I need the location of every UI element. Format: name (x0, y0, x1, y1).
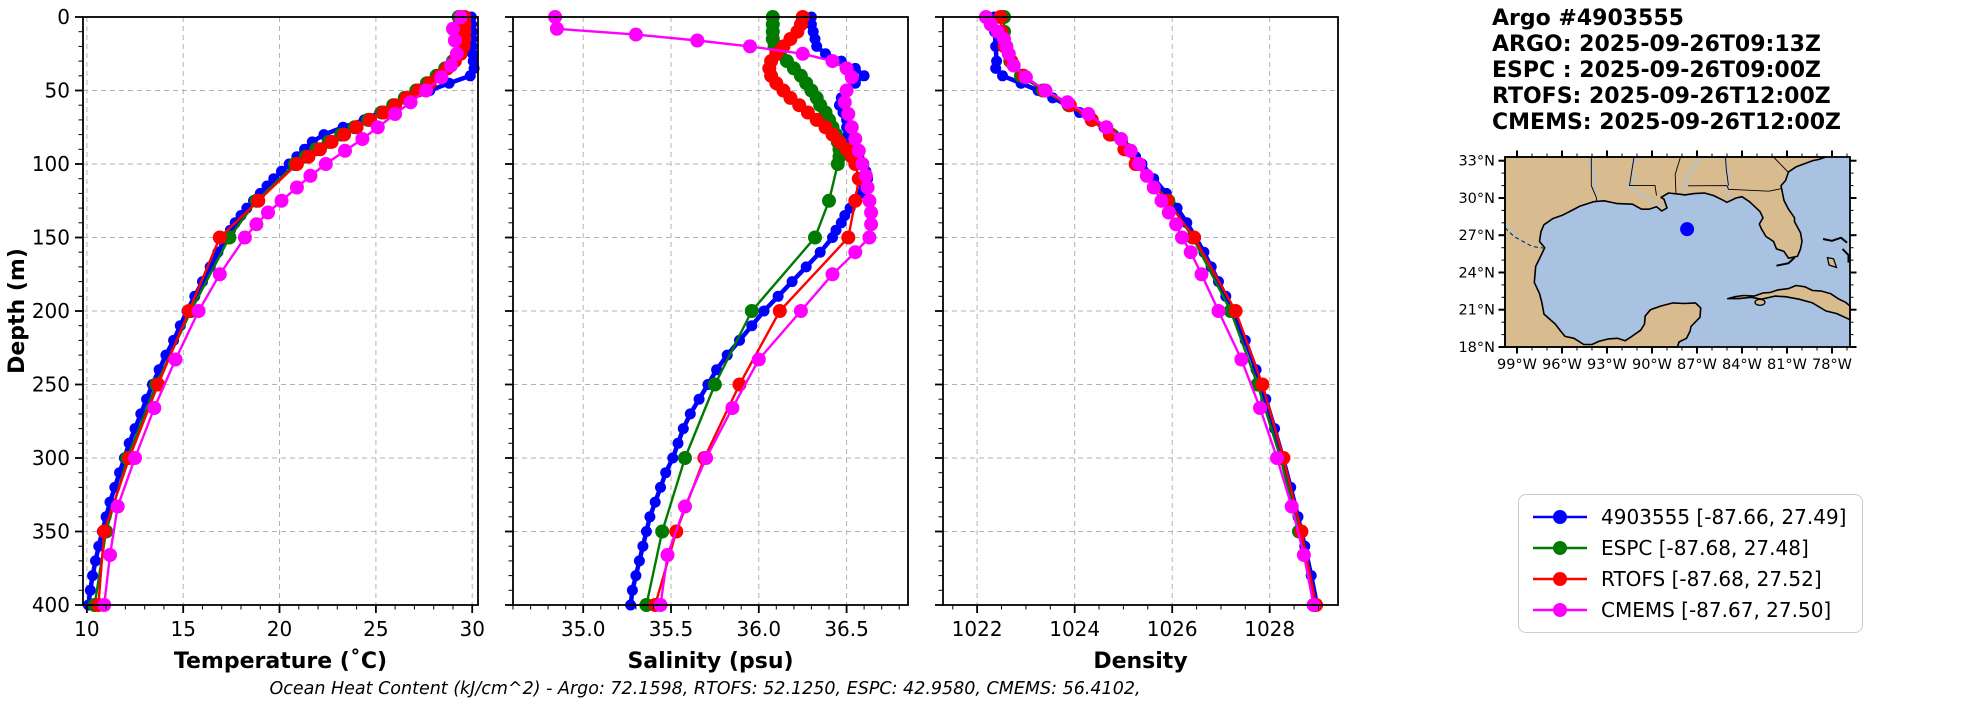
rtofs-timestamp: RTOFS: 2025-09-26T12:00Z (1492, 84, 1831, 109)
river-line (1682, 156, 1701, 191)
map-x-tick-label: 90°W (1632, 357, 1672, 373)
isle-of-youth (1754, 298, 1766, 306)
x-tick-label: 25 (363, 617, 388, 641)
x-tick-label: 1028 (1244, 617, 1295, 641)
y-tick-label: 0 (57, 5, 70, 29)
y-tick-label: 350 (32, 520, 70, 544)
argo-timestamp: ARGO: 2025-09-26T09:13Z (1492, 32, 1821, 57)
map-frame (1504, 156, 1851, 348)
y-tick-label: 250 (32, 373, 70, 397)
legend-label: 4903555 [-87.66, 27.49] (1601, 505, 1847, 529)
map-y-tick-label: 33°N (1458, 154, 1495, 170)
page-title: Argo #4903555 (1492, 6, 1684, 31)
location-map-svg: 99°W 96°W 93°W 90°W 87°W 84°W 81°W 78°W 18°N 21°N… (1458, 150, 1857, 373)
gulf-of-mexico-map: 99°W 96°W 93°W 90°W 87°W 84°W 81°W 78°W 18°N 21°N… (1458, 150, 1857, 373)
x-tick-label: 1022 (952, 617, 1003, 641)
map-x-tick-label: 99°W (1497, 357, 1537, 373)
x-axis-title: Temperature (˚C) (174, 649, 387, 674)
map-x-tick-label: 87°W (1677, 357, 1717, 373)
x-tick-label: 1024 (1049, 617, 1100, 641)
state-border-line (1590, 157, 1597, 201)
legend-line-marker-icon (1533, 510, 1587, 524)
y-tick-label: 300 (32, 446, 70, 470)
cmems-timestamp: CMEMS: 2025-09-26T12:00Z (1492, 110, 1841, 135)
y-axis-title: Depth (m) (5, 248, 30, 374)
ohc-footer: Ocean Heat Content (kJ/cm^2) - Argo: 72.… (269, 679, 1141, 699)
series-cmems (978, 10, 1321, 612)
x-axis-title: Salinity (psu) (627, 649, 793, 674)
legend-label: RTOFS [-87.68, 27.52] (1601, 567, 1822, 591)
espc-timestamp: ESPC : 2025-09-26T09:00Z (1492, 58, 1821, 83)
series-cmems (97, 10, 468, 612)
map-x-tick-label: 96°W (1542, 357, 1582, 373)
series-4903555 (988, 11, 1323, 611)
map-x-tick-label: 93°W (1587, 357, 1627, 373)
x-tick-label: 36.5 (824, 617, 869, 641)
map-x-tick-label: 81°W (1767, 357, 1807, 373)
header-info: Argo #4903555 ARGO: 2025-09-26T09:13Z ES… (1492, 6, 1841, 136)
x-tick-label: 20 (267, 617, 292, 641)
river-line (1626, 156, 1663, 209)
x-axis-title: Density (1093, 649, 1187, 674)
state-border-line (1687, 185, 1782, 192)
map-y-tick-label: 30°N (1458, 191, 1495, 207)
x-tick-label: 1026 (1147, 617, 1198, 641)
y-tick-label: 150 (32, 226, 70, 250)
map-x-tick-label: 78°W (1812, 357, 1852, 373)
legend-item-espc: ESPC [-87.68, 27.48] (1531, 536, 1846, 560)
map-x-tick-label: 84°W (1722, 357, 1762, 373)
state-border-line (1725, 156, 1729, 186)
legend-line-marker-icon (1533, 603, 1587, 617)
mainland-landmass (1504, 156, 1827, 348)
map-y-tick-label: 24°N (1458, 266, 1495, 282)
map-y-tick-label: 18°N (1458, 340, 1495, 356)
profile-panel-1: 10 15 20 25 30050100150200250300350400Temper… (5, 5, 485, 674)
state-border-line (1773, 156, 1789, 173)
y-tick-label: 100 (32, 152, 70, 176)
x-tick-label: 10 (74, 617, 99, 641)
island-chain (1776, 256, 1796, 267)
state-border-line (1628, 156, 1657, 196)
legend-item-rtofs: RTOFS [-87.68, 27.52] (1531, 567, 1846, 591)
cuba-island (1726, 284, 1851, 321)
profile-panel-2: 35.0 35.5 36.0 36.5 Salinity (psu) (505, 10, 909, 674)
y-tick-label: 400 (32, 593, 70, 617)
x-tick-label: 35.5 (649, 617, 694, 641)
island-chain (1841, 248, 1850, 263)
x-tick-label: 35.0 (561, 617, 606, 641)
andros-island (1826, 256, 1838, 269)
legend-line-marker-icon (1533, 541, 1587, 555)
float-position-marker (1680, 222, 1695, 237)
series-cmems (548, 10, 879, 612)
map-y-tick-label: 21°N (1458, 303, 1495, 319)
island-chain (1822, 236, 1848, 244)
legend-box: 4903555 [-87.66, 27.49] ESPC [-87.68, 27… (1518, 494, 1864, 633)
legend-label: ESPC [-87.68, 27.48] (1601, 536, 1809, 560)
state-border-line (1674, 156, 1681, 195)
y-tick-label: 200 (32, 299, 70, 323)
y-tick-label: 50 (45, 79, 70, 103)
profile-charts-svg: 10 15 20 25 30050100150200250300350400Temper… (5, 5, 1339, 674)
profile-panel-3: 1022 1024 1026 1028 Density (935, 10, 1339, 674)
legend-item-cmems: CMEMS [-87.67, 27.50] (1531, 598, 1846, 622)
x-tick-label: 15 (170, 617, 195, 641)
x-tick-label: 30 (459, 617, 484, 641)
map-y-tick-label: 27°N (1458, 228, 1495, 244)
legend-label: CMEMS [-87.67, 27.50] (1601, 598, 1832, 622)
x-tick-label: 36.0 (737, 617, 782, 641)
legend-line-marker-icon (1533, 572, 1587, 586)
country-border-line (1504, 227, 1545, 249)
legend-item-argo: 4903555 [-87.66, 27.49] (1531, 505, 1846, 529)
